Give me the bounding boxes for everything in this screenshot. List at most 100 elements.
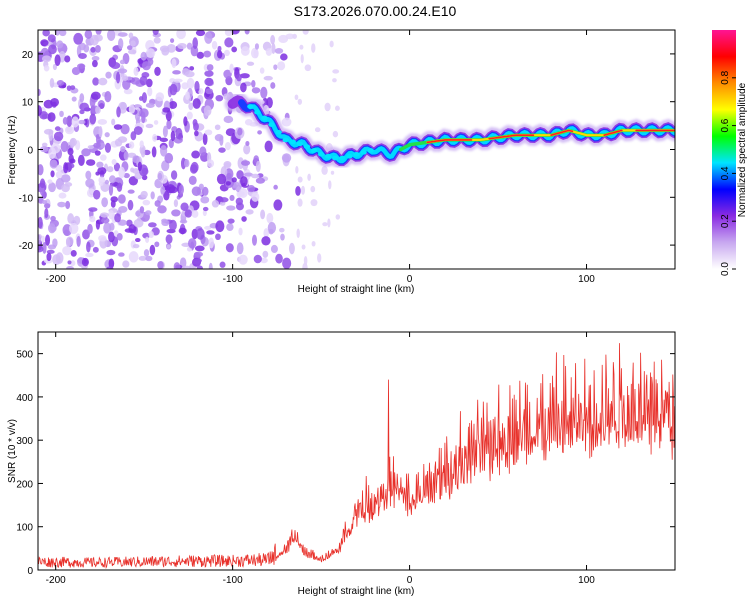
noise-blob: [107, 30, 116, 41]
noise-blob: [307, 173, 311, 181]
ridge-knot: [296, 141, 304, 147]
noise-blob: [225, 181, 231, 186]
noise-blob: [244, 30, 250, 35]
noise-blob: [262, 250, 269, 258]
noise-blob: [41, 55, 52, 63]
ridge-peak-segment: [426, 139, 473, 144]
noise-blob: [132, 155, 140, 163]
colorbar-label: Normalized spectral amplitude: [737, 82, 748, 217]
noise-blob: [165, 234, 173, 244]
noise-blob: [108, 175, 116, 184]
noise-blob: [204, 31, 213, 44]
noise-blob: [188, 175, 197, 185]
noise-blob: [44, 208, 49, 219]
noise-blob: [260, 257, 268, 264]
noise-blob: [77, 154, 85, 167]
noise-blob: [101, 217, 110, 224]
noise-blob: [253, 49, 259, 59]
noise-blob: [202, 132, 208, 145]
noise-blob: [170, 38, 175, 43]
noise-blob: [38, 88, 41, 96]
noise-blob: [118, 252, 125, 257]
noise-blob: [191, 150, 201, 159]
noise-blob: [116, 106, 121, 118]
noise-blob: [189, 66, 195, 71]
noise-blob: [191, 228, 198, 240]
noise-blob: [134, 238, 141, 243]
noise-blob: [214, 124, 221, 131]
ridge-knot: [289, 139, 296, 145]
noise-blob: [62, 117, 68, 125]
noise-blob: [38, 105, 42, 117]
noise-blob: [183, 116, 188, 127]
noise-blob: [200, 196, 210, 204]
noise-blob: [226, 173, 232, 179]
noise-blob: [162, 107, 171, 113]
noise-blob: [170, 130, 176, 142]
noise-blob: [47, 34, 56, 43]
noise-blob: [275, 253, 283, 264]
noise-blob: [95, 135, 101, 145]
noise-blob: [181, 82, 189, 90]
noise-blob: [189, 164, 198, 174]
ridge-knot: [332, 155, 339, 161]
noise-blob: [140, 51, 147, 61]
noise-blob: [296, 228, 300, 239]
noise-blob: [117, 32, 128, 37]
noise-blob: [227, 218, 235, 224]
noise-blob: [238, 188, 248, 198]
noise-blob: [85, 178, 95, 188]
noise-blob: [240, 176, 248, 187]
chart-title: S173.2026.070.00.24.E10: [294, 3, 457, 19]
noise-blob: [81, 148, 91, 157]
noise-blob: [79, 93, 85, 103]
noise-blob: [224, 30, 233, 37]
ridge-knot: [268, 122, 275, 127]
colorbar: 0.0 0.2 0.4 0.6 0.8 Normalized spectral ampl…: [712, 30, 748, 276]
noise-blob: [224, 49, 230, 57]
colorbar-tick-label: 0.0: [720, 262, 731, 276]
noise-blob: [108, 183, 114, 196]
noise-blob: [264, 140, 273, 153]
noise-blob: [42, 241, 47, 254]
noise-blob: [145, 236, 150, 243]
noise-blob: [119, 59, 126, 65]
noise-blob: [236, 73, 242, 82]
noise-blob: [157, 205, 167, 214]
noise-blob: [223, 115, 234, 124]
noise-blob: [171, 209, 181, 217]
noise-blob: [65, 200, 71, 210]
snr-panel: -200 -100 0 100 0 100 200 300 400 500 Height of …: [7, 331, 676, 597]
noise-blob: [281, 153, 292, 163]
ridge-peak-segment: [603, 129, 623, 136]
ridge-peak-segment: [488, 134, 535, 140]
noise-blob: [149, 244, 156, 256]
noise-blob: [223, 161, 232, 168]
noise-blob: [54, 54, 61, 66]
ridge-knot: [275, 129, 282, 135]
noise-blob: [328, 180, 332, 190]
noise-blob: [98, 102, 105, 109]
noise-blob: [83, 118, 88, 126]
noise-blob: [64, 182, 73, 187]
noise-blob: [67, 260, 72, 265]
noise-blob: [128, 251, 139, 263]
noise-blob: [241, 216, 247, 222]
noise-blob: [295, 166, 299, 174]
noise-blob: [113, 124, 123, 130]
noise-blob: [216, 50, 223, 59]
noise-blob: [108, 232, 114, 241]
ridge-knot: [360, 150, 367, 155]
x-tick-label: 100: [578, 575, 595, 586]
noise-blob: [148, 222, 157, 228]
noise-blob: [332, 69, 340, 74]
noise-blob: [192, 37, 198, 49]
noise-blob: [257, 130, 262, 135]
noise-blob: [285, 33, 295, 40]
noise-blob: [106, 249, 116, 256]
noise-blob: [123, 173, 130, 179]
noise-blob: [73, 32, 84, 45]
noise-blob: [98, 181, 104, 187]
noise-blob: [184, 70, 195, 78]
